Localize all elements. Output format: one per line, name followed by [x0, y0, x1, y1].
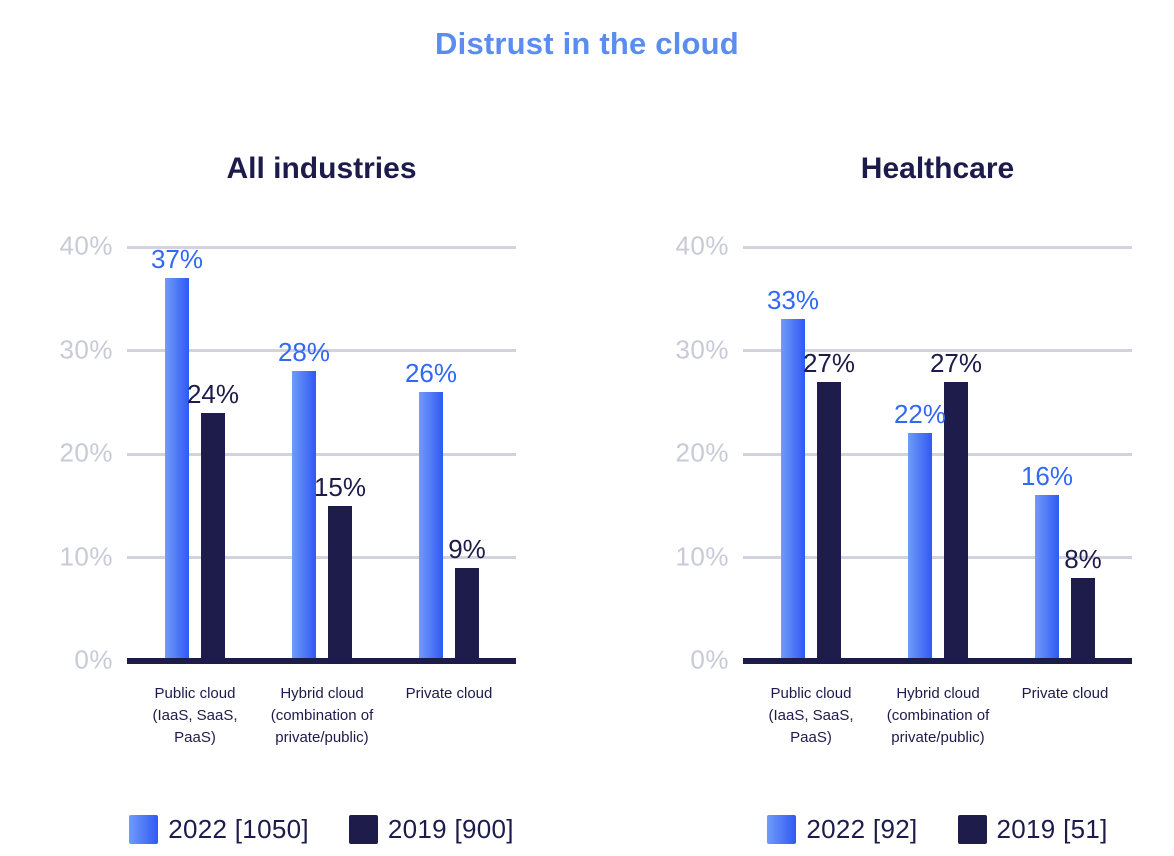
bar-2022	[1035, 495, 1059, 661]
legend-swatch-2019	[348, 814, 378, 844]
category-label-line: Private cloud	[405, 685, 493, 702]
category-label-line: (combination of	[270, 707, 374, 724]
value-label: 22%	[893, 399, 947, 430]
charts-row: All industries 0% 10% 20% 30% 40% 37% 28% 26% 24%…	[0, 150, 1174, 844]
category-label-line: PaaS)	[174, 729, 216, 746]
category-label-line: (IaaS, SaaS,	[152, 707, 238, 724]
x-axis-baseline	[127, 658, 516, 664]
plot-area: 33% 22% 16% 27% 27% 8%	[743, 245, 1132, 664]
chart-title: Healthcare	[860, 152, 1015, 185]
legend-item-2019: 2019 [900]	[348, 814, 514, 844]
bar-2019	[1071, 578, 1095, 661]
category-label: Public cloud (IaaS, SaaS, PaaS)	[152, 683, 237, 749]
gridline	[743, 452, 1132, 456]
category-label: Private cloud	[406, 683, 493, 705]
value-label: 16%	[1020, 461, 1074, 492]
gridline	[127, 452, 516, 456]
y-tick-label: 40%	[59, 230, 113, 261]
legend-item-2022: 2022 [1050]	[129, 814, 309, 844]
y-tick-label: 10%	[675, 540, 729, 571]
value-label: 8%	[1064, 544, 1102, 575]
category-label-line: PaaS)	[790, 729, 832, 746]
category-label: Private cloud	[1022, 683, 1109, 705]
y-tick-label: 0%	[690, 644, 729, 675]
y-tick-label: 20%	[59, 437, 113, 468]
value-label: 9%	[448, 533, 486, 564]
y-tick-label: 30%	[59, 333, 113, 364]
gridline	[127, 349, 516, 352]
value-label: 27%	[802, 347, 856, 378]
bar-2022	[419, 391, 443, 661]
chart-body: 0% 10% 20% 30% 40% 33% 22% 16% 27% 27% 8%	[656, 230, 1156, 674]
plot-area: 37% 28% 26% 24% 15% 9%	[127, 244, 516, 664]
category-label-line: (combination of	[886, 707, 990, 724]
legend-item-2019: 2019 [51]	[957, 814, 1108, 844]
chart-healthcare: Healthcare 0% 10% 20% 30% 40% 33% 22% 16% 27% 27% 8…	[656, 150, 1156, 844]
bar-2019	[328, 505, 352, 661]
gridline	[743, 349, 1132, 352]
category-label-line: private/public)	[275, 729, 369, 746]
value-label: 26%	[404, 357, 458, 388]
bar-2019	[201, 412, 225, 661]
x-axis-baseline	[743, 658, 1132, 664]
category-label-line: Private cloud	[1021, 685, 1109, 702]
gridline	[743, 556, 1132, 559]
legend-swatch-2022	[129, 814, 159, 844]
chart-body: 0% 10% 20% 30% 40% 37% 28% 26% 24% 15% 9%	[40, 230, 540, 674]
category-label: Hybrid cloud (combination of private/publi…	[887, 683, 990, 749]
legend-item-2022: 2022 [92]	[767, 814, 917, 844]
bar-2022	[292, 371, 316, 661]
category-label: Public cloud (IaaS, SaaS, PaaS)	[768, 683, 853, 749]
value-label: 33%	[766, 285, 820, 316]
y-tick-label: 10%	[59, 540, 113, 571]
x-axis-labels: Public cloud (IaaS, SaaS, PaaS) Hybrid clou…	[127, 683, 516, 753]
chart-all-industries: All industries 0% 10% 20% 30% 40% 37% 28% 26% 24%…	[40, 150, 540, 844]
value-label: 27%	[929, 347, 983, 378]
category-label-line: (IaaS, SaaS,	[768, 707, 854, 724]
legend-label: 2019 [900]	[387, 814, 514, 844]
legend: 2022 [1050] 2019 [900]	[127, 814, 516, 844]
bar-2019	[817, 381, 841, 661]
x-axis-labels: Public cloud (IaaS, SaaS, PaaS) Hybrid clou…	[743, 683, 1132, 753]
value-label: 15%	[313, 471, 367, 502]
value-label: 28%	[277, 337, 331, 368]
category-label-line: private/public)	[891, 729, 985, 746]
page-title: Distrust in the cloud	[435, 26, 739, 61]
y-tick-label: 0%	[74, 644, 113, 675]
y-tick-label: 30%	[675, 333, 729, 364]
y-axis: 0% 10% 20% 30% 40%	[656, 230, 743, 674]
legend-label: 2019 [51]	[996, 814, 1108, 844]
legend-swatch-2019	[957, 814, 987, 844]
category-label-line: Hybrid cloud	[896, 685, 980, 702]
category-label-line: Public cloud	[154, 685, 236, 702]
gridline	[127, 245, 516, 249]
gridline	[743, 245, 1132, 249]
legend-label: 2022 [1050]	[168, 814, 309, 844]
bar-2019	[944, 381, 968, 661]
y-tick-label: 40%	[675, 230, 729, 261]
y-tick-label: 20%	[675, 437, 729, 468]
chart-title: All industries	[226, 152, 417, 185]
category-label: Hybrid cloud (combination of private/publi…	[271, 683, 374, 749]
category-label-line: Public cloud	[770, 685, 852, 702]
value-label: 24%	[186, 378, 240, 409]
bar-2022	[165, 278, 189, 661]
bar-2022	[781, 319, 805, 661]
legend-swatch-2022	[767, 814, 797, 844]
category-label-line: Hybrid cloud	[280, 685, 364, 702]
y-axis: 0% 10% 20% 30% 40%	[40, 230, 127, 674]
legend-label: 2022 [92]	[806, 814, 918, 844]
value-label: 37%	[150, 244, 204, 275]
gridline	[127, 556, 516, 559]
bar-2022	[908, 433, 932, 661]
legend: 2022 [92] 2019 [51]	[743, 814, 1132, 844]
bar-2019	[455, 567, 479, 661]
